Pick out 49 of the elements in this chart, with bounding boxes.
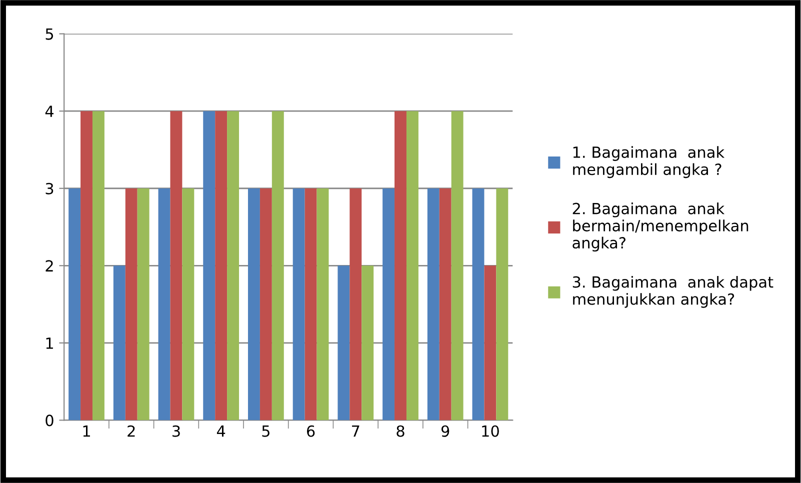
bar [362,266,374,420]
bar [137,188,150,420]
y-tick-label: 1 [46,338,53,349]
bar [158,188,170,420]
bar [394,111,406,420]
bar [170,111,182,420]
bar [316,188,329,420]
x-tick-label: 6 [306,425,315,437]
bar [248,188,260,420]
bar [496,188,508,420]
bar [227,111,240,420]
x-tick-label: 2 [128,425,135,437]
x-tick-label: 7 [352,426,360,437]
y-tick-label: 0 [46,414,54,426]
legend-label: 1. Bagaimana anak mengambil angka ? [573,146,725,178]
legend-label: 3. Bagaimana anak dapat menunjukkan angka? [572,276,774,308]
y-tick-label: 2 [46,260,53,272]
bar [182,188,194,420]
x-tick-label: 5 [262,426,270,437]
legend-label: 2. Bagaimana anak bermain/menempelkan angka? [572,202,748,252]
bar [484,266,496,420]
bar [338,266,350,420]
y-tick-label: 5 [46,28,54,40]
bar [92,111,104,420]
bar [350,188,362,420]
x-tick-label: 9 [441,425,450,437]
bar [203,111,216,420]
bar [406,111,418,420]
bar [125,188,138,420]
bar [260,188,272,420]
bar [292,188,305,420]
x-tick-label: 8 [396,425,404,437]
bar [427,188,440,420]
bar [451,111,464,420]
bar [382,188,395,420]
bar [68,188,81,420]
bar [80,111,92,420]
bar [215,111,228,420]
bar [439,188,452,420]
x-tick-label: 3 [172,425,180,437]
bar [472,188,484,420]
bar [113,266,126,420]
x-tick-label: 1 [83,426,90,437]
y-tick-label: 3 [46,182,54,194]
x-tick-label: 4 [216,426,226,437]
x-tick-label: 10 [482,425,499,437]
bar [304,188,317,420]
y-tick-label: 4 [45,106,54,117]
bar [272,111,284,420]
